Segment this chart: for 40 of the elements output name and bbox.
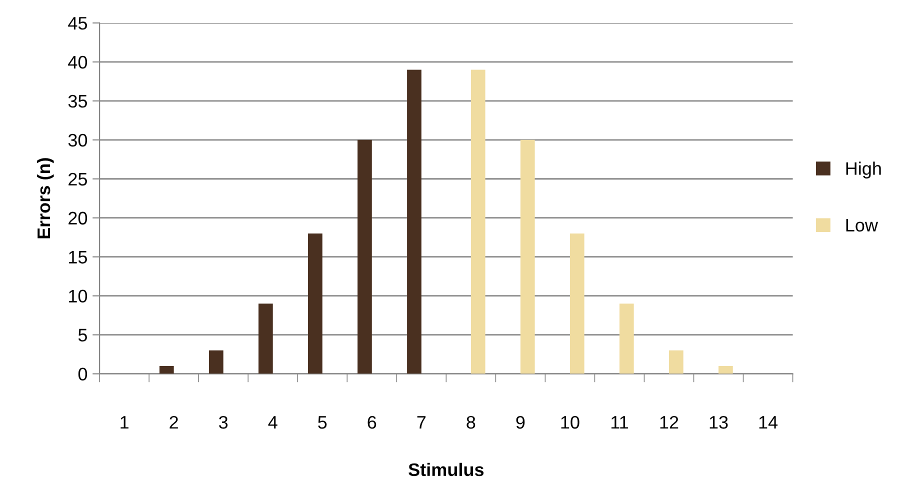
bar: [407, 70, 422, 374]
x-axis-title: Stimulus: [408, 462, 484, 476]
legend-label: Low: [846, 218, 878, 232]
y-tick-label: 15: [69, 250, 87, 264]
x-tick-label: 9: [516, 416, 525, 429]
x-tick-label: 8: [466, 416, 476, 429]
x-tick-label: 6: [368, 416, 376, 429]
x-tick-label: 7: [417, 416, 426, 429]
y-tick-label: 45: [68, 17, 87, 30]
x-tick-label: 14: [759, 416, 778, 429]
x-tick-label: 3: [219, 416, 228, 429]
bar: [258, 304, 273, 374]
x-tick-label: 1: [120, 416, 128, 429]
x-tick-label: 13: [710, 416, 728, 429]
bar: [668, 350, 684, 374]
x-tick-label: 2: [170, 416, 178, 429]
bar: [570, 233, 584, 374]
y-axis-title: Errors (n): [36, 158, 54, 238]
x-tick-label: 5: [318, 416, 327, 429]
y-tick-label: 0: [78, 368, 88, 381]
bar: [470, 70, 486, 374]
bar: [520, 140, 535, 374]
y-tick-label: 30: [68, 134, 88, 147]
bar: [619, 304, 634, 374]
bar: [718, 366, 733, 374]
bar: [308, 233, 322, 374]
y-tick-label: 35: [68, 94, 87, 108]
bar: [358, 140, 372, 374]
y-tick-label: 25: [68, 172, 87, 186]
y-tick-label: 20: [68, 212, 88, 225]
x-tick-label: 11: [611, 416, 628, 429]
y-tick-label: 10: [69, 290, 88, 303]
bar: [208, 350, 224, 374]
x-tick-label: 12: [660, 416, 678, 429]
y-tick-label: 5: [78, 328, 87, 342]
x-tick-label: 10: [561, 416, 580, 429]
bar: [159, 366, 174, 374]
y-tick-label: 40: [68, 56, 88, 69]
legend-label: High: [846, 162, 881, 179]
x-tick-label: 4: [268, 416, 278, 429]
